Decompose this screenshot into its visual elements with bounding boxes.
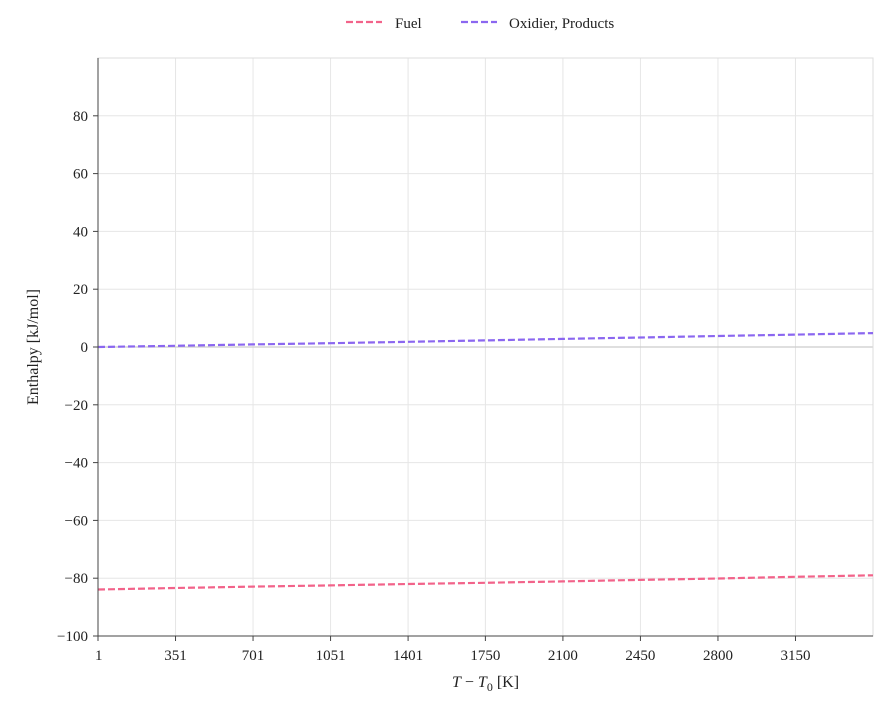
y-tick-label: 0	[81, 340, 89, 356]
x-tick-label: 2100	[548, 648, 578, 664]
y-axis-label: Enthalpy [kJ/mol]	[25, 289, 42, 405]
series-layer	[97, 332, 874, 591]
legend-label-oxidier-products: Oxidier, Products	[509, 16, 614, 32]
legend-label-fuel: Fuel	[395, 16, 422, 32]
y-tick-label: −80	[65, 571, 88, 587]
series-line-fuel	[97, 574, 874, 591]
x-tick-label: 1401	[393, 648, 423, 664]
tick-labels: 1 351 701 1051 1401 1750 2100 2450 2800 3150 −100 −…	[57, 109, 810, 664]
x-axis-label-variable: T	[452, 674, 462, 691]
y-tick-label: 40	[73, 224, 88, 240]
y-tick-label: −60	[65, 513, 88, 529]
x-axis-label-unit: [K]	[493, 674, 519, 691]
x-tick-label: 1	[95, 648, 103, 664]
y-tick-label: 80	[73, 109, 88, 125]
x-axis-label-minus: −	[461, 674, 478, 691]
x-tick-label: 3150	[780, 648, 810, 664]
x-tick-label: 1051	[316, 648, 346, 664]
x-tick-label: 701	[242, 648, 265, 664]
y-tick-label: −40	[65, 456, 88, 472]
x-tick-label: 2800	[703, 648, 733, 664]
y-tick-label: −20	[65, 398, 88, 414]
y-tick-label: 60	[73, 167, 88, 183]
x-tick-label: 2450	[625, 648, 655, 664]
x-tick-label: 351	[164, 648, 187, 664]
y-tick-label: −100	[57, 629, 88, 645]
x-axis-label-subscript: 0	[487, 680, 493, 694]
x-axis-label-ref-variable: T	[478, 674, 488, 691]
x-axis-label: T − T0 [K]	[452, 674, 519, 694]
legend: Fuel Oxidier, Products	[346, 16, 614, 32]
series-line-oxidier-products	[97, 332, 874, 349]
y-tick-label: 20	[73, 282, 88, 298]
x-tick-label: 1750	[470, 648, 500, 664]
